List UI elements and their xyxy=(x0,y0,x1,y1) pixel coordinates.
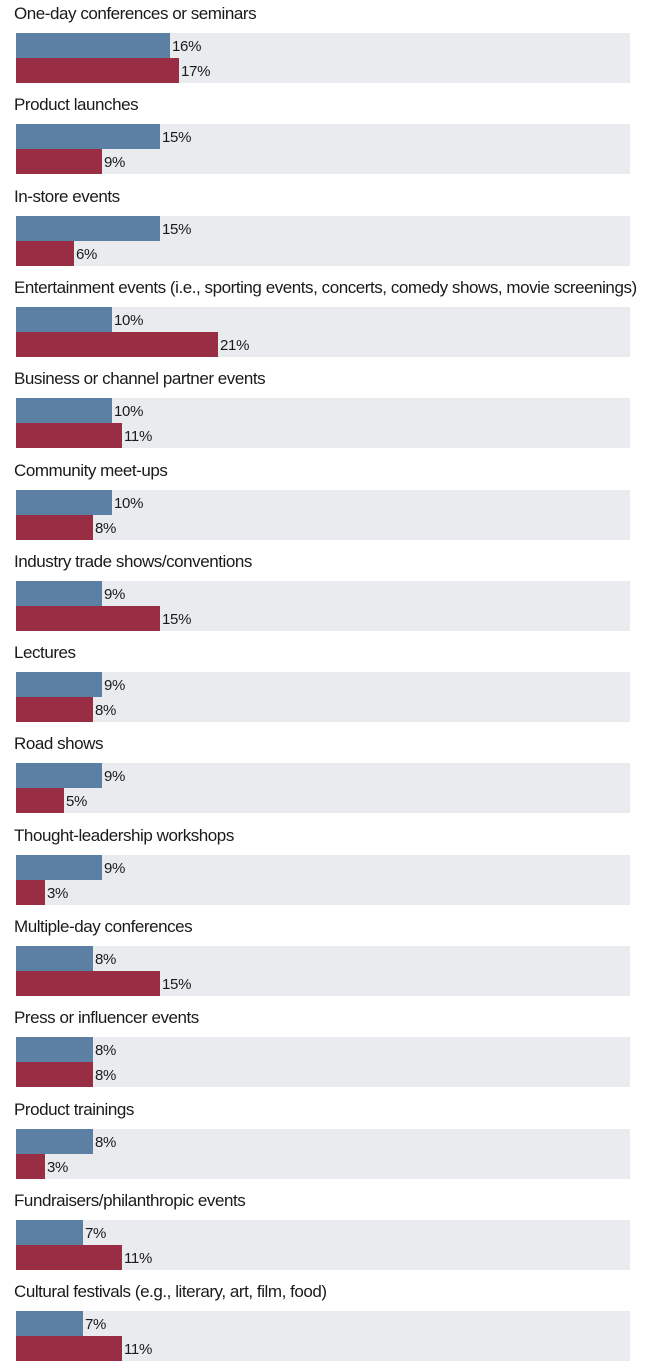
bar-series-1 xyxy=(16,672,102,697)
bar-track xyxy=(16,672,630,722)
bar-series-1 xyxy=(16,581,102,606)
bar-series-2 xyxy=(16,971,160,996)
category-label: Industry trade shows/conventions xyxy=(14,552,252,571)
value-label: 16% xyxy=(172,38,202,55)
category-label: One-day conferences or seminars xyxy=(14,4,257,23)
bar-series-1 xyxy=(16,307,112,332)
value-label: 3% xyxy=(47,885,69,902)
bar-series-1 xyxy=(16,216,160,241)
value-label: 8% xyxy=(95,520,117,537)
value-label: 11% xyxy=(124,1250,153,1267)
bar-series-1 xyxy=(16,33,170,58)
value-label: 8% xyxy=(95,1134,117,1151)
bar-series-2 xyxy=(16,1336,122,1361)
value-label: 8% xyxy=(95,951,117,968)
value-label: 8% xyxy=(95,1067,117,1084)
category-label: Lectures xyxy=(14,643,76,662)
category-label: Cultural festivals (e.g., literary, art,… xyxy=(14,1282,327,1301)
value-label: 6% xyxy=(76,246,98,263)
bar-series-2 xyxy=(16,1062,93,1087)
value-label: 11% xyxy=(124,428,153,445)
value-label: 9% xyxy=(104,768,126,785)
value-label: 8% xyxy=(95,1042,117,1059)
bar-series-1 xyxy=(16,398,112,423)
category-label: Product trainings xyxy=(14,1100,134,1119)
value-label: 7% xyxy=(85,1316,107,1333)
bar-series-1 xyxy=(16,1220,83,1245)
bar-series-2 xyxy=(16,788,64,813)
bar-track xyxy=(16,855,630,905)
category-label: Press or influencer events xyxy=(14,1008,199,1027)
bar-series-2 xyxy=(16,606,160,631)
category-label: Thought-leadership workshops xyxy=(14,826,234,845)
category-label: Fundraisers/philanthropic events xyxy=(14,1191,246,1210)
category-label: In-store events xyxy=(14,187,120,206)
bar-series-2 xyxy=(16,241,74,266)
bar-track xyxy=(16,1037,630,1087)
bar-track xyxy=(16,763,630,813)
value-label: 15% xyxy=(162,976,192,993)
bar-track xyxy=(16,490,630,540)
bar-series-2 xyxy=(16,697,93,722)
value-label: 17% xyxy=(181,63,211,80)
value-label: 15% xyxy=(162,611,192,628)
value-label: 5% xyxy=(66,793,88,810)
category-label: Business or channel partner events xyxy=(14,369,266,388)
category-label: Road shows xyxy=(14,734,104,753)
bar-series-2 xyxy=(16,515,93,540)
category-label: Community meet-ups xyxy=(14,461,168,480)
value-label: 8% xyxy=(95,702,117,719)
value-label: 9% xyxy=(104,586,126,603)
value-label: 21% xyxy=(220,337,250,354)
value-label: 15% xyxy=(162,129,192,146)
bar-series-2 xyxy=(16,1154,45,1179)
category-label: Multiple-day conferences xyxy=(14,917,193,936)
bar-series-1 xyxy=(16,490,112,515)
bar-series-2 xyxy=(16,332,218,357)
bar-series-2 xyxy=(16,149,102,174)
bar-series-2 xyxy=(16,880,45,905)
bar-series-1 xyxy=(16,1311,83,1336)
bar-series-2 xyxy=(16,1245,122,1270)
category-label: Product launches xyxy=(14,95,139,114)
bar-series-1 xyxy=(16,946,93,971)
value-label: 10% xyxy=(114,403,144,420)
bar-series-1 xyxy=(16,124,160,149)
value-label: 11% xyxy=(124,1341,153,1358)
value-label: 9% xyxy=(104,154,126,171)
value-label: 7% xyxy=(85,1225,107,1242)
value-label: 9% xyxy=(104,860,126,877)
bar-series-1 xyxy=(16,763,102,788)
bar-track xyxy=(16,1129,630,1179)
value-label: 9% xyxy=(104,677,126,694)
value-label: 3% xyxy=(47,1159,69,1176)
value-label: 10% xyxy=(114,495,144,512)
bar-series-2 xyxy=(16,423,122,448)
bar-series-2 xyxy=(16,58,179,83)
value-label: 10% xyxy=(114,312,144,329)
bar-series-1 xyxy=(16,1129,93,1154)
category-label: Entertainment events (i.e., sporting eve… xyxy=(14,278,637,297)
value-label: 15% xyxy=(162,221,192,238)
bar-series-1 xyxy=(16,1037,93,1062)
bar-series-1 xyxy=(16,855,102,880)
